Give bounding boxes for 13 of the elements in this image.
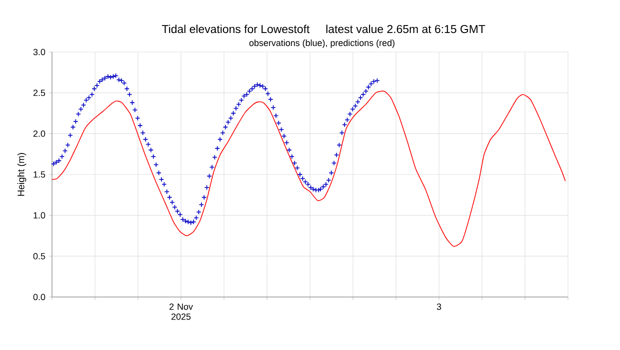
line-series (52, 90, 566, 247)
y-tick-label: 2.5 (33, 90, 46, 96)
x-tick-label: 2 Nov 2025 (169, 304, 193, 320)
y-tick-label: 2.0 (33, 130, 46, 137)
y-tick-label: 1.5 (34, 171, 46, 178)
y-axis-title: Height (m) (17, 153, 26, 196)
y-tick-label: 1.0 (34, 212, 46, 219)
y-tick-label: 0.0 (33, 294, 46, 300)
x-tick-label: 3 (436, 304, 442, 310)
chart-subtitle: observations (blue), predictions (red) (249, 39, 394, 48)
y-tick-label: 3.0 (33, 48, 46, 56)
chart-title: Tidal elevations for Lowestoft latest value 2.65m at 6:15 GMT (162, 24, 486, 34)
y-tick-label: 0.5 (33, 252, 46, 260)
